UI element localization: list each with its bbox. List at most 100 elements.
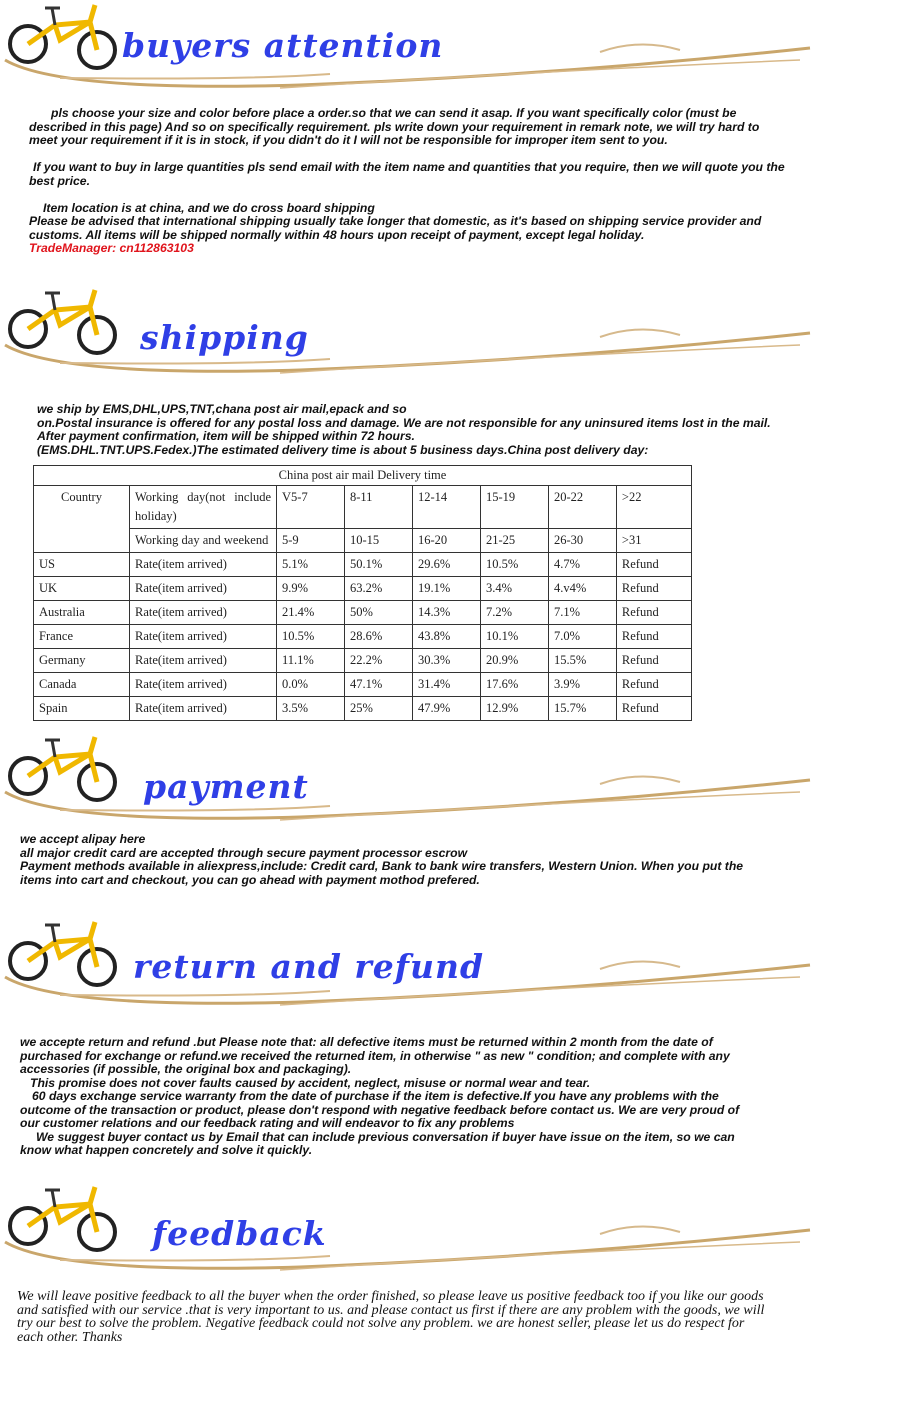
exclusion-note: This promise does not cover faults cause… [30,1075,591,1090]
day-range: 16-20 [411,528,481,553]
section-banner-feedback: feedback [0,1182,820,1277]
rate-cell: 50.1% [343,552,413,577]
warranty-note: 60 days exchange service warranty from t… [20,1089,740,1130]
day-range: 20-22 [547,485,617,529]
credit-card-note: all major credit card are accepted throu… [20,845,468,860]
rate-cell: 11.1% [276,648,345,673]
rate-cell: Refund [615,648,693,673]
shipping-carriers: we ship by EMS,DHL,UPS,TNT,chana post ai… [37,402,407,416]
rate-cell: Refund [615,624,693,649]
bicycle-swoosh-icon [4,921,811,1006]
insurance-note: on.Postal insurance is offered for any p… [37,415,771,430]
rate-label: Rate(item arrived) [129,672,277,697]
bicycle-swoosh-icon [4,4,811,89]
table-row: Spain Rate(item arrived) 3.5% 25% 47.9% 12.9%… [33,696,693,721]
rate-cell: 4.v4% [547,576,617,601]
rate-cell: Refund [615,696,693,721]
feedback-text: We will leave positive feedback to all t… [17,1289,765,1345]
rate-cell: 47.9% [411,696,481,721]
rate-cell: 12.9% [479,696,549,721]
section-title: buyers attention [122,26,444,65]
section-banner-buyers: buyers attention [0,0,820,95]
contact-suggestion: We suggest buyer contact us by Email tha… [20,1129,735,1157]
day-range: >22 [615,485,693,529]
section-title: payment [143,767,309,806]
day-range: 21-25 [479,528,549,553]
section-banner-shipping: shipping [0,285,820,380]
rate-cell: 14.3% [411,600,481,625]
section-title: return and refund [133,947,485,986]
rate-cell: 3.5% [276,696,345,721]
rate-cell: 30.3% [411,648,481,673]
bicycle-swoosh-icon [4,1186,811,1271]
working-day-header: Working day(not include holiday) [129,485,277,529]
rate-cell: 3.9% [547,672,617,697]
section-banner-payment: payment [0,732,820,827]
table-row: Australia Rate(item arrived) 21.4% 50% 14.3%… [33,600,693,625]
rate-cell: 28.6% [343,624,413,649]
day-range: V5-7 [276,485,345,529]
table-row: Canada Rate(item arrived) 0.0% 47.1% 31.4% 17… [33,672,693,697]
rate-cell: 63.2% [343,576,413,601]
table-row: UK Rate(item arrived) 9.9% 63.2% 19.1% 3.4% 4.… [33,576,693,601]
rate-cell: Refund [615,552,693,577]
bicycle-swoosh-icon [4,736,811,821]
shipping-advice: Please be advised that international shi… [29,214,762,242]
rate-cell: 31.4% [411,672,481,697]
day-range: >31 [615,528,693,553]
table-row: Germany Rate(item arrived) 11.1% 22.2% 30.3%… [33,648,693,673]
day-range: 10-15 [343,528,413,553]
rate-cell: 25% [343,696,413,721]
country-cell: Germany [33,648,130,673]
rate-label: Rate(item arrived) [129,576,277,601]
rate-cell: 21.4% [276,600,345,625]
day-range: 15-19 [479,485,549,529]
rate-label: Rate(item arrived) [129,696,277,721]
rate-cell: 5.1% [276,552,345,577]
rate-cell: 4.7% [547,552,617,577]
rate-label: Rate(item arrived) [129,624,277,649]
rate-cell: 9.9% [276,576,345,601]
rate-cell: 15.7% [547,696,617,721]
bicycle-swoosh-icon [4,289,811,374]
item-location: Item location is at china, and we do cro… [43,200,375,215]
country-cell: Australia [33,600,130,625]
size-color-note: pls choose your size and color before pl… [29,106,760,147]
day-range: 12-14 [411,485,481,529]
rate-cell: 7.2% [479,600,549,625]
rate-cell: 7.1% [547,600,617,625]
rate-label: Rate(item arrived) [129,552,277,577]
rate-cell: 15.5% [547,648,617,673]
alipay-note: we accept alipay here [20,832,146,846]
rate-cell: 7.0% [547,624,617,649]
day-range: 8-11 [343,485,413,529]
section-title: shipping [140,318,309,357]
dispatch-time: After payment confirmation, item will be… [37,429,415,443]
country-cell: Canada [33,672,130,697]
section-banner-return: return and refund [0,917,820,1012]
rate-label: Rate(item arrived) [129,648,277,673]
rate-cell: 10.5% [479,552,549,577]
rate-cell: Refund [615,576,693,601]
return-policy: we accepte return and refund .but Please… [20,1035,730,1076]
rate-cell: 47.1% [343,672,413,697]
country-cell: UK [33,576,130,601]
country-header: Country [33,485,130,553]
rate-cell: 43.8% [411,624,481,649]
table-row: France Rate(item arrived) 10.5% 28.6% 43.8% 1… [33,624,693,649]
rate-cell: 10.5% [276,624,345,649]
country-cell: US [33,552,130,577]
delivery-time-table: China post air mail Delivery time Countr… [33,465,693,721]
rate-cell: 3.4% [479,576,549,601]
delivery-estimate: (EMS.DHL.TNT.UPS.Fedex.)The estimated de… [37,442,649,457]
rate-cell: 22.2% [343,648,413,673]
rate-cell: 19.1% [411,576,481,601]
rate-cell: Refund [615,672,693,697]
rate-cell: 50% [343,600,413,625]
rate-cell: 20.9% [479,648,549,673]
rate-cell: 0.0% [276,672,345,697]
country-cell: France [33,624,130,649]
bulk-order-note: If you want to buy in large quantities p… [29,160,785,188]
rate-cell: 29.6% [411,552,481,577]
table-caption: China post air mail Delivery time [33,465,692,486]
